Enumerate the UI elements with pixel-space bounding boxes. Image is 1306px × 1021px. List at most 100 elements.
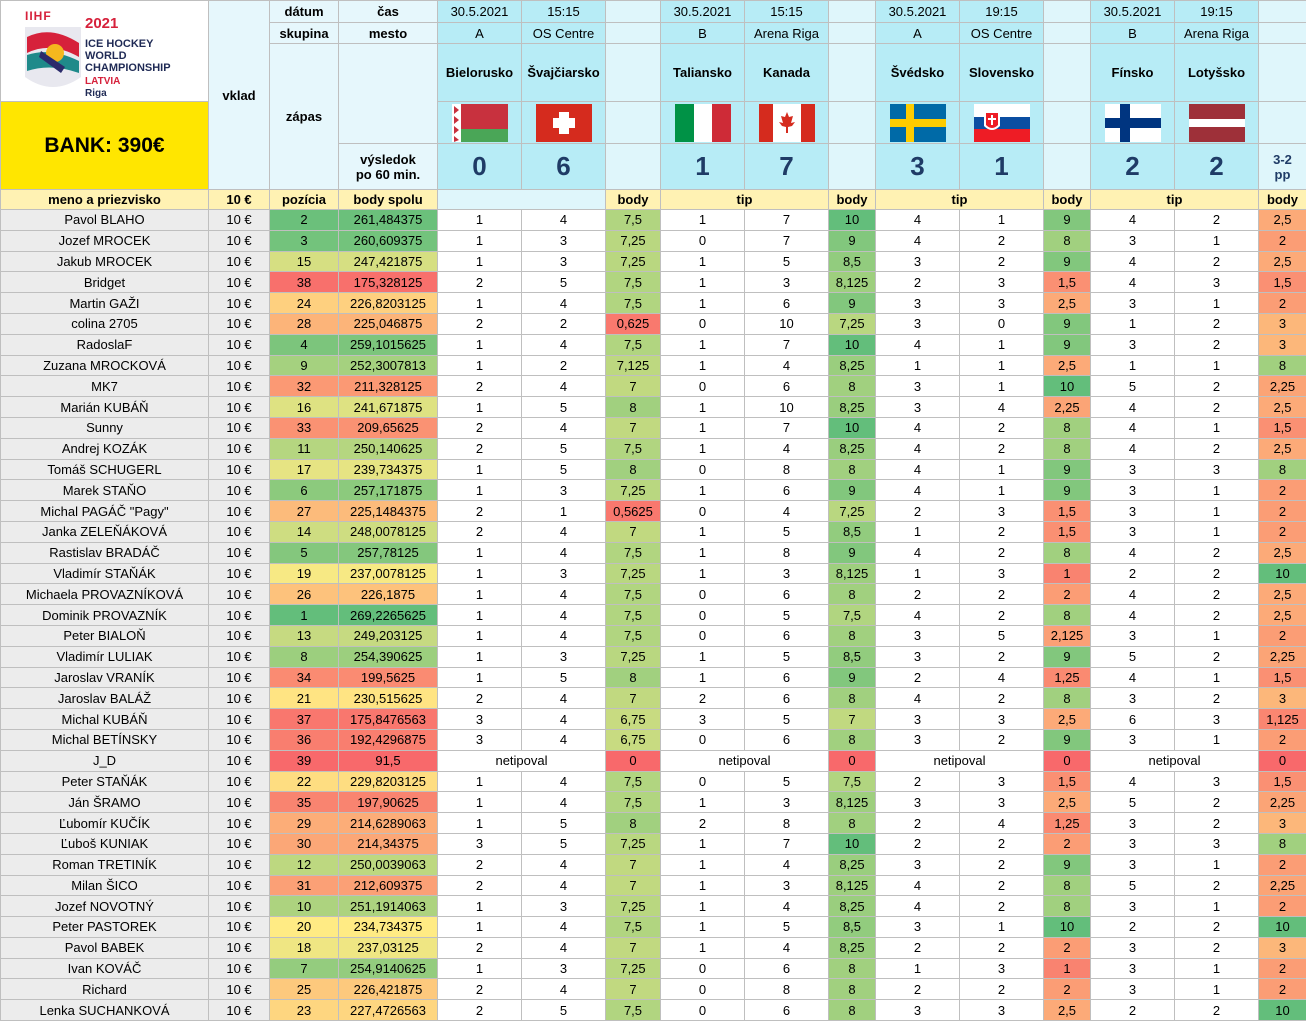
match-venue: OS Centre (960, 23, 1044, 44)
total-points: 254,390625 (339, 646, 438, 667)
match-points: 7,5 (829, 771, 876, 792)
tip-team1: 1 (661, 397, 745, 418)
total-points: 226,421875 (339, 979, 438, 1000)
match-points: 2 (1259, 501, 1306, 522)
match-points: 9 (829, 667, 876, 688)
match-points: 7,5 (606, 584, 661, 605)
vklad-value-header: 10 € (209, 190, 270, 210)
tip-team2: 1 (1175, 230, 1259, 251)
match-points: 8,25 (829, 397, 876, 418)
match-date: 30.5.2021 (876, 1, 960, 23)
tip-team1: 2 (438, 417, 522, 438)
stake-value: 10 € (209, 875, 270, 896)
blank-cell (829, 23, 876, 44)
tip-team2: 6 (745, 584, 829, 605)
match-points: 0 (606, 750, 661, 771)
team2-name: Slovensko (960, 44, 1044, 102)
tip-team1: 5 (1091, 792, 1175, 813)
tip-team2: 7 (745, 833, 829, 854)
tip-team1: 3 (1091, 937, 1175, 958)
tip-team2: 4 (522, 376, 606, 397)
tip-team1: 4 (1091, 251, 1175, 272)
tip-team1: 1 (438, 605, 522, 626)
match-points: 8,125 (829, 792, 876, 813)
total-points: 211,328125 (339, 376, 438, 397)
tip-team1: 4 (876, 542, 960, 563)
total-points: 261,484375 (339, 210, 438, 231)
tip-team2: 3 (522, 646, 606, 667)
cas-header: čas (339, 1, 438, 23)
tip-team1: 3 (876, 313, 960, 334)
team1-name: Taliansko (661, 44, 745, 102)
tip-team1: 4 (1091, 210, 1175, 231)
tip-team1: 4 (1091, 438, 1175, 459)
player-name: Tomáš SCHUGERL (1, 459, 209, 480)
canada-flag (759, 104, 815, 142)
match-points: 0 (829, 750, 876, 771)
tip-team1: 0 (661, 729, 745, 750)
tip-team1: 3 (661, 709, 745, 730)
tip-team2: 3 (960, 958, 1044, 979)
tip-team2: 6 (745, 480, 829, 501)
tip-team1: 0 (661, 501, 745, 522)
tip-team2: 3 (522, 563, 606, 584)
tip-team1: 1 (438, 293, 522, 314)
score-team2: 1 (960, 144, 1044, 190)
tip-team1: 0 (661, 459, 745, 480)
blank-cell (1044, 1, 1091, 23)
tip-team2: 3 (522, 230, 606, 251)
tip-team1: 1 (661, 937, 745, 958)
position-value: 29 (270, 813, 339, 834)
match-points: 8,25 (829, 937, 876, 958)
tip-team1: 4 (876, 688, 960, 709)
position-value: 22 (270, 771, 339, 792)
match-points: 2,5 (1259, 397, 1306, 418)
tip-team1: 3 (1091, 729, 1175, 750)
tip-team1: 4 (876, 438, 960, 459)
tip-team1: 4 (1091, 667, 1175, 688)
tip-team2: 1 (522, 501, 606, 522)
match-points: 3 (1259, 313, 1306, 334)
tip-team2: 4 (522, 334, 606, 355)
match-points: 2,5 (1044, 293, 1091, 314)
tip-team1: 1 (661, 563, 745, 584)
total-points: 251,1914063 (339, 896, 438, 917)
match-points: 8 (1259, 459, 1306, 480)
total-points: 248,0078125 (339, 521, 438, 542)
tip-team2: 3 (1175, 709, 1259, 730)
tip-team1: 1 (438, 355, 522, 376)
team1-name: Švédsko (876, 44, 960, 102)
match-points: 7,5 (606, 272, 661, 293)
stake-value: 10 € (209, 542, 270, 563)
match-points: 9 (829, 230, 876, 251)
player-name: Michaela PROVAZNÍKOVÁ (1, 584, 209, 605)
tip-team1: 3 (876, 729, 960, 750)
match-points: 8,25 (829, 854, 876, 875)
position-value: 31 (270, 875, 339, 896)
tip-team1: 3 (1091, 854, 1175, 875)
tip-team1: 2 (876, 771, 960, 792)
match-points: 3 (1259, 937, 1306, 958)
tip-team2: 2 (1175, 563, 1259, 584)
tip-team2: 4 (522, 293, 606, 314)
tip-team2: 2 (1175, 584, 1259, 605)
player-name: Ľuboš KUNIAK (1, 833, 209, 854)
stake-value: 10 € (209, 896, 270, 917)
tip-team1: 6 (1091, 709, 1175, 730)
finland-flag (1105, 104, 1161, 142)
tip-team2: 4 (745, 438, 829, 459)
stake-value: 10 € (209, 355, 270, 376)
position-value: 18 (270, 937, 339, 958)
match-points: 8 (829, 625, 876, 646)
total-points: 225,046875 (339, 313, 438, 334)
total-points: 214,6289063 (339, 813, 438, 834)
match-points: 3 (1259, 813, 1306, 834)
bank-label: BANK: 390€ (1, 102, 209, 190)
team1-flag-cell (438, 102, 522, 144)
